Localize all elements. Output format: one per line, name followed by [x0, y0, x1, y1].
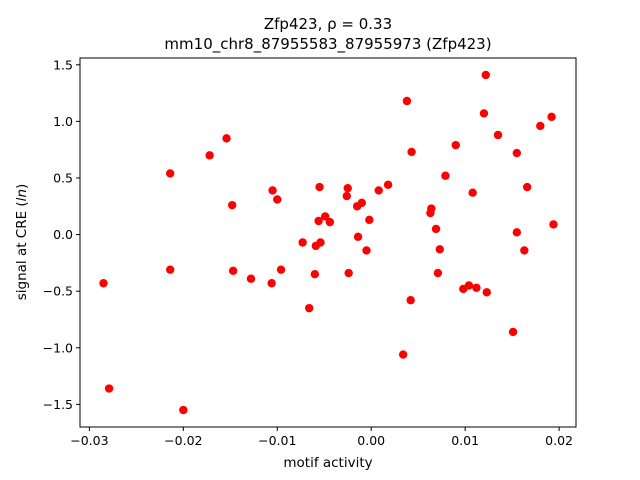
data-point-9 [246, 274, 256, 283]
data-point-10 [267, 279, 276, 288]
y-tick-label-3: 0.0 [53, 227, 73, 242]
data-point-54 [512, 228, 522, 237]
data-point-49 [481, 70, 491, 80]
data-point-15 [305, 303, 314, 313]
data-point-24 [343, 183, 352, 193]
data-point-59 [549, 220, 558, 229]
data-point-39 [431, 224, 441, 234]
x-tick-label-5: 0.02 [545, 433, 573, 448]
data-point-2 [165, 169, 175, 178]
data-point-23 [342, 191, 351, 201]
data-point-8 [228, 266, 238, 275]
data-point-7 [227, 200, 237, 210]
x-tick-label-1: −0.02 [164, 433, 202, 448]
data-point-12 [273, 195, 282, 204]
y-tick-label-6: 1.5 [53, 57, 73, 72]
data-point-22 [325, 217, 335, 227]
data-point-42 [441, 171, 450, 180]
data-point-4 [179, 405, 188, 415]
x-tick-label-4: 0.01 [451, 433, 479, 448]
y-tick-label-5: 1.0 [53, 114, 73, 129]
data-points [99, 70, 558, 415]
x-axis-label: motif activity [283, 455, 372, 471]
y-axis-label: signal at CRE (ln) [14, 184, 30, 301]
x-tick-label-0: −0.03 [70, 433, 108, 448]
x-tick-label-2: −0.01 [258, 433, 296, 448]
data-point-45 [464, 281, 474, 290]
data-point-6 [222, 134, 231, 143]
data-point-58 [547, 112, 556, 122]
data-point-27 [353, 232, 363, 242]
data-point-14 [298, 238, 307, 247]
data-point-1 [104, 384, 114, 393]
y-axis-ticks: −1.5 −1.0 −0.5 0.0 0.5 1.0 1.5 [43, 57, 80, 412]
data-point-55 [520, 246, 529, 255]
y-tick-label-1: −1.0 [43, 340, 73, 355]
data-point-56 [522, 182, 532, 192]
data-point-33 [398, 350, 408, 359]
data-point-21 [320, 212, 330, 221]
data-point-50 [482, 288, 491, 297]
data-point-40 [433, 268, 443, 278]
data-point-48 [479, 109, 489, 118]
data-point-36 [407, 147, 416, 157]
plot-frame [79, 57, 577, 428]
data-point-31 [374, 186, 383, 195]
chart-title-line2: mm10_chr8_87955583_87955973 (Zfp423) [164, 35, 491, 54]
y-axis-label-unit: ln [14, 189, 30, 201]
data-point-32 [383, 180, 393, 189]
data-point-41 [435, 245, 444, 254]
data-point-18 [314, 216, 323, 226]
y-tick-label-2: −0.5 [43, 284, 73, 299]
data-point-52 [508, 327, 518, 337]
data-point-0 [99, 279, 108, 288]
data-point-47 [472, 283, 481, 292]
data-point-3 [165, 265, 175, 274]
data-point-30 [365, 215, 374, 225]
data-point-35 [406, 296, 415, 305]
data-point-28 [357, 198, 367, 208]
y-tick-label-0: −1.5 [43, 397, 73, 412]
data-point-5 [205, 151, 214, 160]
y-tick-label-4: 0.5 [53, 170, 73, 185]
data-point-16 [310, 269, 320, 279]
data-point-13 [276, 265, 286, 274]
data-point-34 [402, 96, 412, 106]
chart-title-line1: Zfp423, ρ = 0.33 [264, 15, 392, 33]
x-tick-label-3: 0.00 [357, 433, 385, 448]
data-point-53 [512, 148, 522, 158]
data-point-46 [468, 188, 477, 197]
y-axis-label-suffix: ) [14, 184, 30, 189]
data-point-19 [315, 182, 324, 192]
x-axis-ticks: −0.03 −0.02 −0.01 0.00 0.01 0.02 [70, 427, 573, 448]
data-point-51 [493, 130, 503, 140]
data-point-57 [536, 121, 545, 131]
data-point-43 [451, 140, 460, 150]
data-point-20 [316, 238, 325, 247]
data-point-29 [362, 246, 371, 255]
data-point-25 [344, 268, 353, 278]
data-point-11 [268, 186, 277, 195]
y-axis-label-prefix: signal at CRE ( [14, 201, 30, 300]
data-point-38 [427, 204, 436, 213]
